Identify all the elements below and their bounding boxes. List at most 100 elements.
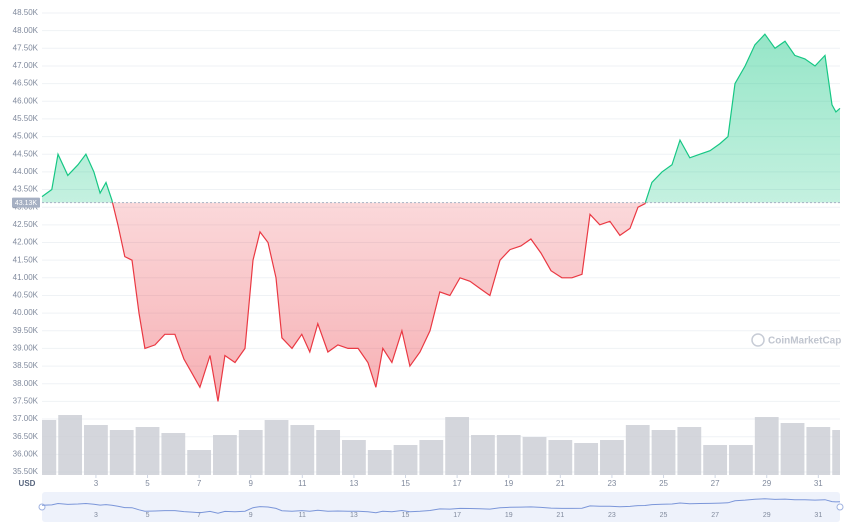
x-tick-label: 5 [145,479,150,488]
volume-bar [548,440,573,475]
y-tick-label: 40.50K [13,291,39,300]
volume-bar [806,427,831,475]
navigator-tick-label: 29 [763,512,771,519]
x-tick-label: 21 [556,479,565,488]
y-tick-label: 47.00K [13,61,39,70]
volume-bar [496,435,521,475]
volume-bar [600,440,624,475]
volume-bar [58,415,83,475]
y-tick-label: 38.50K [13,361,39,370]
volume-bar [832,430,840,475]
navigator-tick-label: 11 [299,512,306,519]
x-tick-label: 3 [94,479,99,488]
x-tick-label: 23 [607,479,616,488]
volume-bar [316,430,341,475]
navigator-tick-label: 3 [94,512,98,519]
navigator-handle[interactable] [836,503,844,511]
y-tick-label: 48.00K [13,26,39,35]
volume-bar [780,423,805,475]
volume-bar [677,427,702,475]
y-tick-label: 46.00K [13,96,39,105]
volume-bar [754,417,779,475]
volume-bar [264,420,289,475]
x-tick-label: 9 [248,479,253,488]
price-line-down [111,202,646,402]
y-tick-label: 45.50K [13,114,39,123]
y-tick-label: 36.00K [13,449,39,458]
volume-bar [342,440,366,475]
navigator-tick-label: 19 [505,512,513,519]
volume-bar [290,425,315,475]
x-tick-label: 11 [298,479,307,488]
navigator-tick-label: 23 [608,512,616,519]
y-tick-label: 44.50K [13,149,39,158]
navigator-tick-label: 21 [556,512,564,519]
y-tick-label: 39.50K [13,326,39,335]
y-tick-label: 44.00K [13,167,39,176]
navigator[interactable] [42,492,840,522]
watermark: CoinMarketCap [768,336,841,347]
volume-bar [135,427,160,475]
y-tick-label: 35.50K [13,467,39,476]
y-tick-label: 46.50K [13,79,39,88]
x-tick-label: 19 [504,479,513,488]
navigator-tick-label: 31 [814,512,822,519]
baseline-label: 43.13K [15,200,38,207]
volume-bar [522,437,547,475]
y-tick-label: 42.50K [13,220,39,229]
area-up [42,34,840,203]
y-tick-label: 48.50K [13,8,39,17]
y-tick-label: 37.00K [13,414,39,423]
baseline-label-box [12,197,40,208]
x-tick-label: 7 [197,479,202,488]
x-tick-label: 25 [659,479,668,488]
volume-bar [213,435,237,475]
volume-bar [729,445,753,475]
y-tick-label: 38.00K [13,379,39,388]
y-tick-label: 37.50K [13,396,39,405]
x-tick-label: 27 [711,479,720,488]
volume-bar [109,430,134,475]
navigator-tick-label: 9 [249,512,253,519]
volume-bar [471,435,495,475]
volume-bar [393,445,418,475]
y-tick-label: 43.50K [13,185,39,194]
y-tick-label: 40.00K [13,308,39,317]
navigator-tick-label: 13 [350,512,358,519]
volume-bar [703,445,728,475]
x-tick-label: 13 [349,479,358,488]
volume-bar [445,417,470,475]
y-tick-label: 41.50K [13,255,39,264]
navigator-tick-label: 7 [197,512,201,519]
volume-bar [367,450,392,475]
x-tick-label: 15 [401,479,410,488]
volume-bar [238,430,263,475]
volume-bar [161,433,186,475]
price-line-up [41,33,841,203]
volume-bar [187,450,212,475]
navigator-tick-label: 25 [660,512,668,519]
watermark-logo [751,333,765,347]
volume-bar [419,440,444,475]
y-tick-label: 39.00K [13,344,39,353]
volume-bar [42,420,57,475]
watermark-group: CoinMarketCap [751,333,841,347]
volume-bar [84,425,108,475]
navigator-tick-label: 17 [453,512,461,519]
x-tick-label: 17 [453,479,462,488]
navigator-tick-label: 27 [711,512,719,519]
volume-bar [651,430,676,475]
navigator-tick-label: 15 [402,512,410,519]
navigator-line [41,498,841,514]
area-down [112,202,646,402]
y-tick-label: 47.50K [13,43,39,52]
y-tick-label: 36.50K [13,432,39,441]
volume-bar [574,443,599,475]
navigator-tick-label: 5 [146,512,150,519]
x-tick-label: 29 [762,479,771,488]
volume-bar [625,425,650,475]
y-tick-label: 42.00K [13,238,39,247]
y-tick-label: 45.00K [13,132,39,141]
y-tick-label: 41.00K [13,273,39,282]
